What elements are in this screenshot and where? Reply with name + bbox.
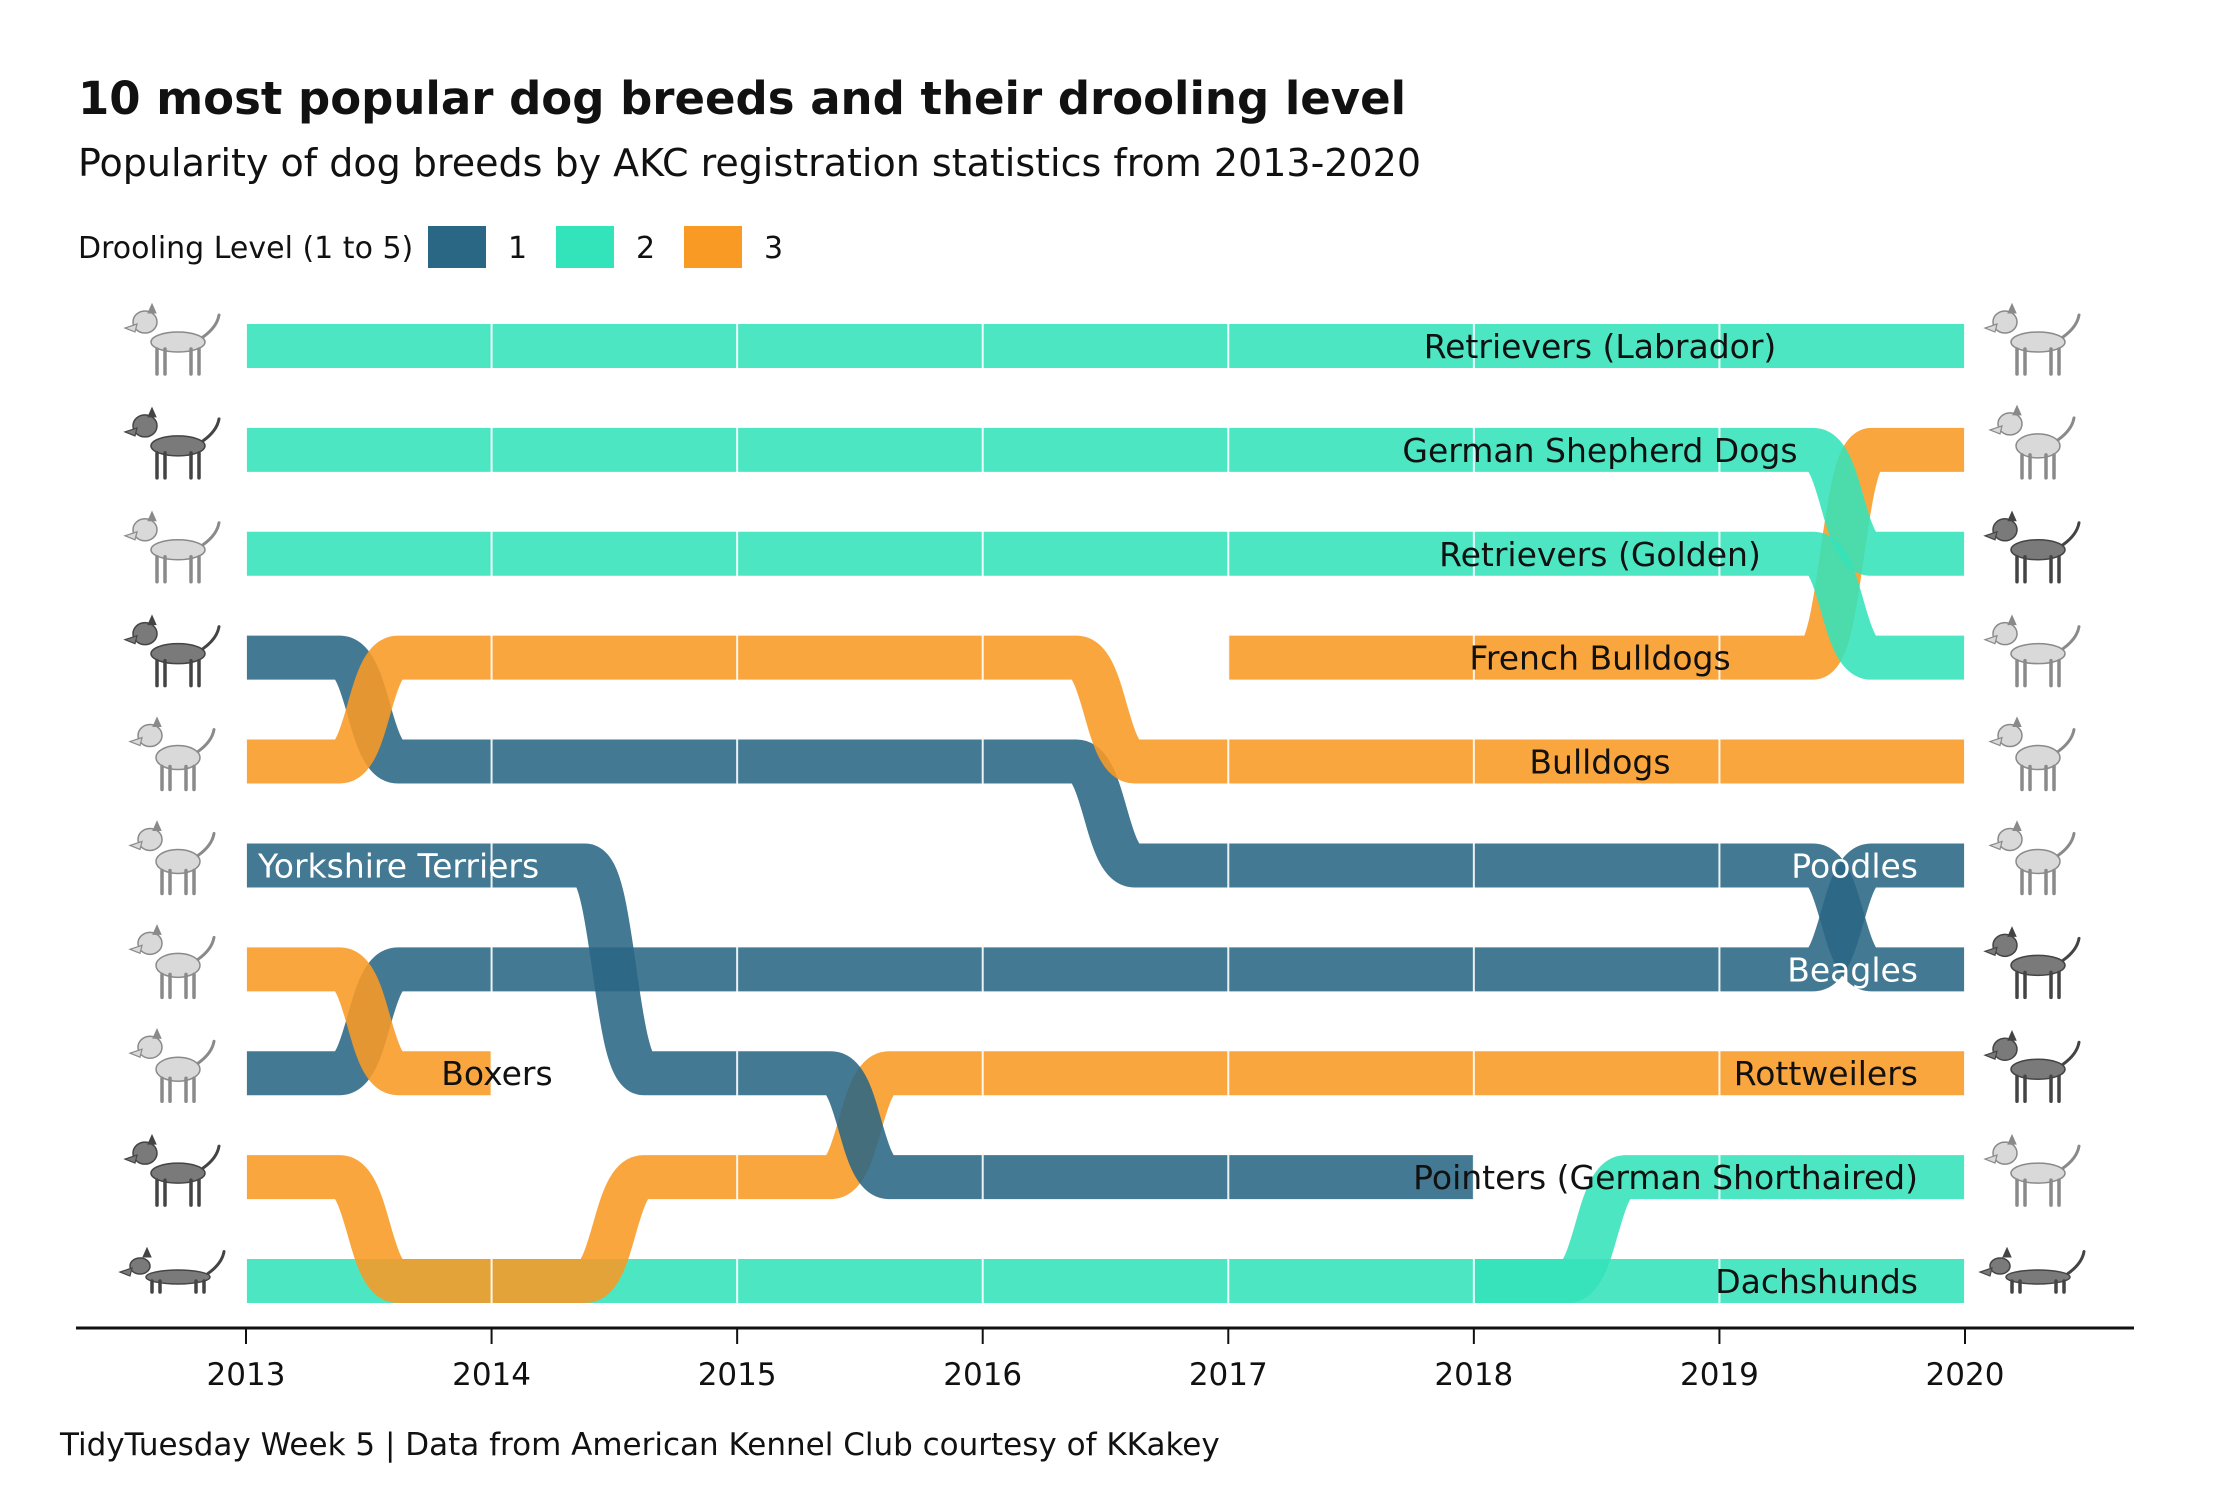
right-bulldog-icon bbox=[1988, 716, 2076, 792]
left-dachshund-icon bbox=[118, 1246, 226, 1294]
right-labrador-retriever-icon bbox=[1983, 302, 2081, 376]
label-rottweilers: Rottweilers bbox=[1734, 1054, 1918, 1093]
legend-swatch-2 bbox=[556, 226, 614, 268]
band-pointers-german-shorthaired bbox=[1473, 1155, 1965, 1303]
dog-icons bbox=[118, 302, 2086, 1294]
right-german-shepherd-icon bbox=[1983, 510, 2081, 584]
band-bulldogs bbox=[246, 635, 1965, 784]
left-yorkshire-terrier-icon bbox=[128, 820, 216, 896]
band-retrievers-golden bbox=[246, 531, 1965, 680]
label-boxers: Boxers bbox=[441, 1054, 552, 1093]
legend-label-3: 3 bbox=[764, 231, 783, 266]
left-bulldog-icon bbox=[128, 716, 216, 792]
breed-labels: Retrievers (Labrador) German Shepherd Dog… bbox=[257, 327, 1918, 1301]
label-dachshunds: Dachshunds bbox=[1715, 1262, 1918, 1301]
right-german-shorthaired-pointer-icon bbox=[1983, 1133, 2081, 1207]
right-golden-retriever-icon bbox=[1983, 614, 2081, 688]
label-pointers-german-shorthaired: Pointers (German Shorthaired) bbox=[1413, 1158, 1918, 1197]
left-beagle-icon bbox=[123, 614, 221, 688]
label-french-bulldogs: French Bulldogs bbox=[1469, 639, 1730, 678]
band-yorkshire-terriers bbox=[246, 843, 1474, 1200]
label-bulldogs: Bulldogs bbox=[1529, 743, 1670, 782]
legend-swatch-3 bbox=[684, 226, 742, 268]
left-labrador-retriever-icon bbox=[123, 302, 221, 376]
legend-title: Drooling Level (1 to 5) bbox=[78, 231, 413, 266]
legend-label-1: 1 bbox=[508, 231, 527, 266]
label-german-shepherd-dogs: German Shepherd Dogs bbox=[1402, 431, 1797, 470]
left-golden-retriever-icon bbox=[123, 510, 221, 584]
right-french-bulldog-icon bbox=[1988, 404, 2076, 480]
band-german-shepherd-dogs bbox=[246, 427, 1965, 576]
band-boxers bbox=[246, 947, 492, 1096]
vertical-gridlines bbox=[245, 322, 1966, 1305]
band-poodles bbox=[246, 843, 1965, 1096]
label-beagles: Beagles bbox=[1787, 950, 1918, 989]
bump-bands bbox=[246, 324, 1965, 1303]
tick-label-2017: 2017 bbox=[1189, 1357, 1268, 1393]
tick-label-2014: 2014 bbox=[452, 1357, 531, 1393]
label-poodles: Poodles bbox=[1791, 846, 1918, 885]
chart-title: 10 most popular dog breeds and their dro… bbox=[78, 72, 1406, 125]
tick-label-2020: 2020 bbox=[1926, 1357, 2005, 1393]
label-retrievers-labrador: Retrievers (Labrador) bbox=[1424, 327, 1777, 366]
tick-label-2018: 2018 bbox=[1434, 1357, 1513, 1393]
tick-label-2019: 2019 bbox=[1680, 1357, 1759, 1393]
left-boxer-icon bbox=[128, 924, 216, 1000]
legend-label-2: 2 bbox=[636, 231, 655, 266]
tick-label-2016: 2016 bbox=[943, 1357, 1022, 1393]
legend-swatch-1 bbox=[428, 226, 486, 268]
label-retrievers-golden: Retrievers (Golden) bbox=[1439, 535, 1761, 574]
chart-subtitle: Popularity of dog breeds by AKC registra… bbox=[78, 141, 1421, 185]
x-axis-ticks: 2013 2014 2015 2016 2017 2018 2019 2020 bbox=[207, 1328, 2005, 1393]
right-poodle-icon bbox=[1988, 820, 2076, 896]
left-rottweiler-icon bbox=[123, 1133, 221, 1207]
legend: Drooling Level (1 to 5) 1 2 3 bbox=[78, 226, 783, 268]
left-poodle-icon bbox=[128, 1027, 216, 1103]
left-german-shepherd-icon bbox=[123, 406, 221, 480]
right-dachshund-icon bbox=[1978, 1246, 2086, 1294]
tick-label-2013: 2013 bbox=[207, 1357, 286, 1393]
right-rottweiler-icon bbox=[1983, 1029, 2081, 1103]
label-yorkshire-terriers: Yorkshire Terriers bbox=[257, 846, 539, 885]
caption: TidyTuesday Week 5 | Data from American … bbox=[59, 1427, 1220, 1463]
tick-label-2015: 2015 bbox=[698, 1357, 777, 1393]
right-beagle-icon bbox=[1983, 926, 2081, 1000]
band-rottweilers bbox=[246, 1051, 1965, 1303]
